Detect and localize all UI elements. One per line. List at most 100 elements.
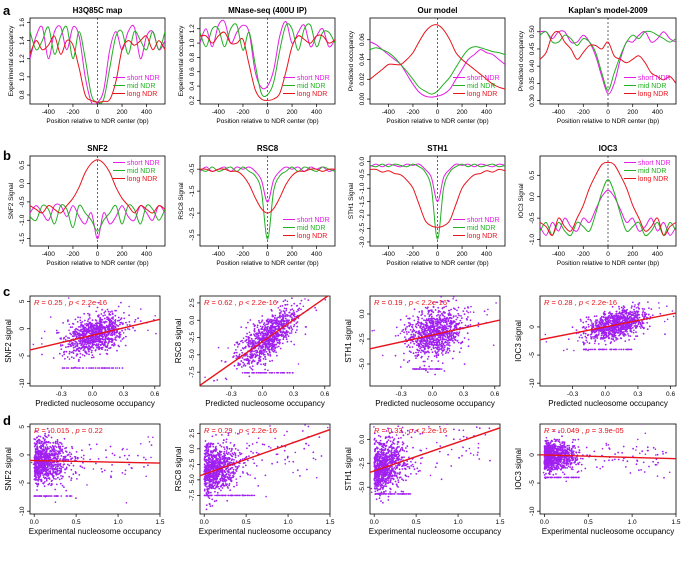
scatter-point bbox=[610, 327, 613, 330]
scatter-point bbox=[250, 350, 253, 353]
scatter-point bbox=[82, 334, 85, 337]
scatter-point bbox=[441, 336, 444, 339]
outlier-point bbox=[280, 310, 283, 313]
x-tick-label: 200 bbox=[117, 109, 128, 116]
scatter-point bbox=[68, 343, 71, 345]
scatter-point bbox=[603, 313, 605, 316]
scatter-point bbox=[87, 325, 90, 327]
scatter-point bbox=[79, 326, 82, 328]
scatter-point bbox=[59, 458, 62, 460]
scatter-point bbox=[426, 325, 428, 327]
scatter-point bbox=[444, 341, 446, 344]
x-axis-label: Predicted nucleosome occupancy bbox=[548, 399, 668, 408]
scatter-point bbox=[279, 347, 282, 350]
scatter-point bbox=[571, 326, 574, 329]
scatter-point bbox=[95, 320, 98, 322]
scatter-point bbox=[619, 329, 622, 332]
scatter-point bbox=[84, 323, 86, 325]
floor-point bbox=[281, 372, 284, 374]
y-tick-label: 0.0 bbox=[189, 315, 196, 324]
scatter-point bbox=[70, 345, 73, 347]
scatter-point bbox=[81, 331, 84, 333]
scatter-point bbox=[453, 341, 455, 344]
x-tick-label: 0.5 bbox=[72, 519, 81, 526]
scatter-point bbox=[580, 334, 582, 336]
scatter-point bbox=[420, 349, 423, 352]
outlier-point bbox=[434, 346, 437, 349]
scatter-point bbox=[74, 345, 77, 348]
scatter-point bbox=[287, 331, 289, 333]
outlier-point bbox=[600, 318, 603, 321]
scatter-point bbox=[580, 320, 582, 322]
scatter-point bbox=[290, 330, 293, 332]
legend-label: short NDR bbox=[127, 75, 160, 82]
outlier-point bbox=[658, 307, 660, 309]
scatter-point bbox=[254, 341, 257, 344]
scatter-point bbox=[79, 352, 82, 355]
floor-point bbox=[600, 348, 602, 351]
scatter-point bbox=[273, 330, 275, 332]
scatter-point bbox=[433, 325, 435, 328]
scatter-point bbox=[83, 312, 86, 315]
scatter-point bbox=[578, 336, 581, 339]
outlier-point bbox=[439, 314, 442, 317]
scatter-point bbox=[436, 301, 438, 303]
scatter-point bbox=[447, 325, 450, 327]
scatter-point bbox=[299, 302, 302, 305]
floor-point bbox=[67, 367, 70, 369]
scatter-point bbox=[457, 306, 460, 309]
scatter-point bbox=[99, 318, 101, 320]
floor-point bbox=[618, 348, 620, 351]
scatter-point bbox=[61, 355, 64, 357]
scatter-point bbox=[450, 331, 453, 334]
floor-point bbox=[437, 368, 439, 370]
plot-area bbox=[370, 296, 500, 376]
scatter-point bbox=[463, 313, 466, 316]
scatter-point bbox=[446, 316, 448, 319]
scatter-point bbox=[253, 360, 256, 363]
y-tick-label: 5 bbox=[19, 425, 26, 429]
scatter-point bbox=[407, 344, 410, 347]
scatter-point bbox=[613, 314, 616, 317]
outlier-point bbox=[106, 353, 109, 355]
scatter-point bbox=[95, 325, 98, 327]
scatter-point bbox=[269, 326, 272, 328]
scatter-point bbox=[450, 323, 452, 326]
outlier-point bbox=[68, 329, 70, 332]
scatter-point bbox=[440, 342, 443, 345]
scatter-point bbox=[296, 321, 299, 323]
scatter-point bbox=[437, 321, 440, 324]
scatter-point bbox=[290, 304, 293, 307]
scatter-point bbox=[250, 337, 253, 340]
scatter-point bbox=[268, 341, 270, 344]
scatter-point bbox=[429, 330, 432, 332]
scatter-point bbox=[451, 340, 454, 342]
scatter-point bbox=[449, 313, 452, 316]
floor-point bbox=[605, 348, 607, 351]
scatter-point bbox=[114, 314, 117, 317]
y-axis-label: RSC8 Signal bbox=[178, 182, 185, 220]
scatter-point bbox=[238, 355, 241, 357]
scatter-point bbox=[422, 360, 425, 363]
scatter-point bbox=[257, 336, 259, 339]
scatter-point bbox=[622, 331, 624, 333]
scatter-point bbox=[425, 321, 427, 324]
y-tick-label: -1.5 bbox=[19, 233, 26, 245]
floor-point bbox=[247, 372, 249, 374]
scatter-point bbox=[631, 305, 633, 307]
scatter-point bbox=[83, 340, 86, 342]
y-tick-label: 0.06 bbox=[359, 33, 366, 46]
correlation-annotation: R = 0.62 , p < 2.2e-16 bbox=[204, 298, 277, 307]
scatter-point bbox=[238, 343, 241, 345]
scatter-point bbox=[253, 343, 256, 345]
scatter-point bbox=[440, 333, 443, 336]
scatter-point bbox=[419, 347, 422, 350]
outlier-point bbox=[495, 302, 497, 304]
scatter-point bbox=[249, 355, 252, 358]
scatter-point bbox=[285, 320, 287, 322]
scatter-point bbox=[431, 321, 433, 324]
x-tick-label: -0.3 bbox=[567, 391, 579, 398]
scatter-point bbox=[602, 323, 605, 325]
scatter-point bbox=[91, 330, 93, 333]
